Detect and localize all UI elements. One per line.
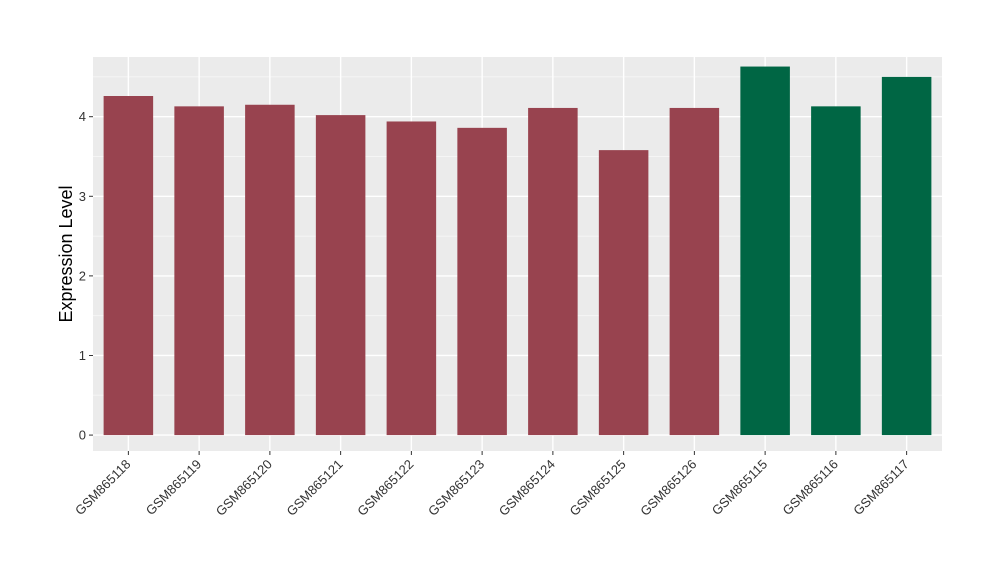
bar-GSM865122 [386, 121, 437, 436]
bar-GSM865115 [740, 66, 790, 436]
bar-GSM865116 [811, 106, 861, 436]
x-tick-label: GSM865116 [779, 457, 841, 519]
x-tick-label: GSM865120 [213, 457, 275, 519]
x-tick-label: GSM865125 [567, 457, 629, 519]
y-tick-label: 4 [79, 109, 86, 124]
x-tick-label: GSM865123 [425, 457, 487, 519]
y-tick-label: 3 [79, 189, 86, 204]
x-tick-label: GSM865117 [850, 457, 912, 519]
bar-GSM865119 [174, 106, 224, 436]
x-tick-label: GSM865121 [284, 457, 346, 519]
x-axis: GSM865118 GSM865119 GSM865120 GSM865121 GSM8… [72, 451, 912, 519]
y-tick-label: 1 [79, 348, 86, 363]
bar-GSM865118 [103, 96, 154, 436]
bar-GSM865124 [528, 107, 578, 436]
bar-GSM865120 [245, 104, 295, 436]
x-tick-label: GSM865118 [72, 457, 134, 519]
bar-GSM865121 [315, 115, 366, 436]
x-tick-label: GSM865124 [496, 457, 558, 519]
bar-GSM865123 [457, 127, 507, 436]
minor-gridlines [93, 76, 942, 396]
bar-GSM865117 [881, 76, 932, 436]
plot-panel [93, 57, 942, 451]
x-tick-label: GSM865115 [709, 457, 771, 519]
x-tick-label: GSM865122 [354, 457, 416, 519]
y-axis: 0 1 2 3 4 [79, 109, 93, 443]
x-tick-label: GSM865126 [637, 457, 699, 519]
y-tick-label: 2 [79, 268, 86, 283]
bar-GSM865125 [598, 150, 649, 436]
bars [103, 66, 932, 436]
y-axis-title: Expression Level [56, 185, 76, 322]
x-tick-label: GSM865119 [143, 457, 205, 519]
bar-GSM865126 [669, 107, 720, 436]
y-tick-label: 0 [79, 428, 86, 443]
